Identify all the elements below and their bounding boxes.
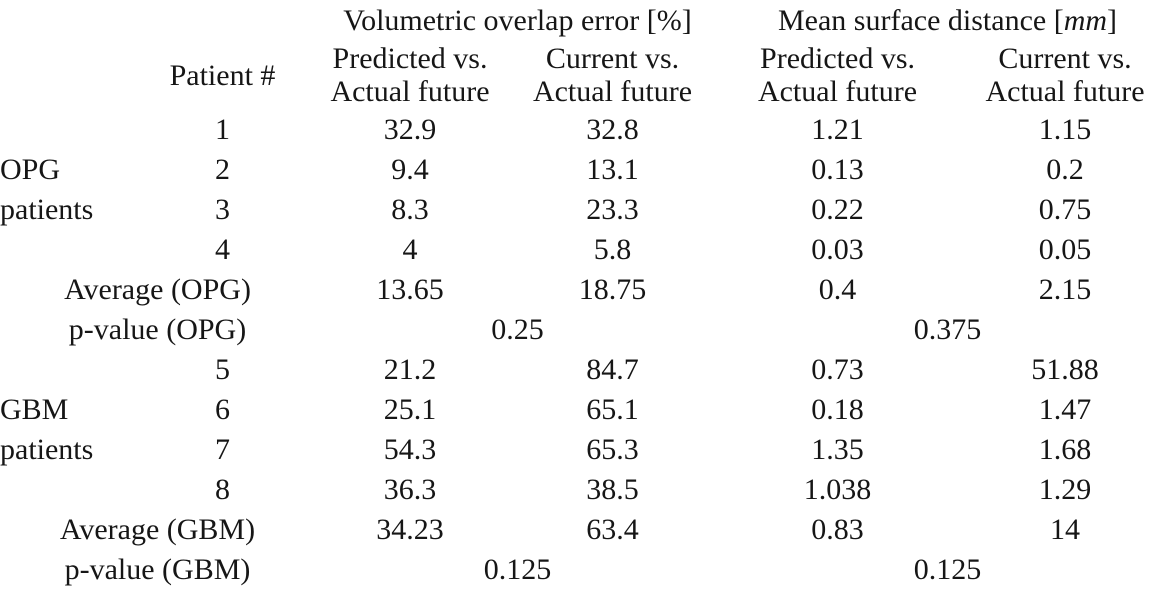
average-row: Average (GBM) 34.23 63.4 0.83 14	[0, 510, 1175, 550]
msd-unit-label: mm	[1063, 4, 1108, 37]
voe-current-header-line2: Actual future	[532, 75, 693, 108]
voe-current-value: 5.8	[593, 233, 632, 266]
voe-current-average: 18.75	[578, 273, 647, 306]
msd-current-value: 0.05	[1038, 233, 1092, 266]
msd-pvalue: 0.375	[913, 313, 982, 346]
voe-current-value: 13.1	[586, 153, 639, 186]
msd-predicted-value: 1.21	[811, 113, 864, 146]
msd-predicted-column-header: Predicted vs. Actual future	[720, 40, 955, 110]
patient-number: 3	[215, 193, 230, 226]
msd-predicted-value: 0.73	[811, 353, 864, 386]
msd-current-value: 1.15	[1038, 113, 1092, 146]
msd-group-header-suffix: ]	[1107, 4, 1118, 37]
voe-current-average: 63.4	[586, 513, 639, 546]
voe-predicted-column-header: Predicted vs. Actual future	[315, 40, 505, 110]
opg-group-label-line2: patients	[0, 193, 94, 226]
msd-current-value: 1.47	[1038, 393, 1092, 426]
voe-current-value: 65.1	[586, 393, 639, 426]
msd-current-value: 51.88	[1031, 353, 1099, 386]
msd-predicted-header-line2: Actual future	[757, 75, 918, 108]
voe-predicted-value: 32.9	[383, 113, 437, 146]
voe-current-value: 84.7	[586, 353, 639, 386]
patient-row: 3 8.3 23.3 0.22 0.75	[0, 190, 1175, 230]
patient-number: 6	[215, 393, 230, 426]
msd-group-header-prefix: Mean surface distance [	[778, 4, 1064, 37]
patient-column-header: Patient #	[169, 58, 276, 92]
average-row: Average (OPG) 13.65 18.75 0.4 2.15	[0, 270, 1175, 310]
msd-current-value: 0.75	[1038, 193, 1092, 226]
pvalue-row: p-value (OPG) 0.25 0.375	[0, 310, 1175, 350]
msd-predicted-value: 0.03	[811, 233, 864, 266]
patient-number: 2	[215, 153, 230, 186]
voe-predicted-value: 25.1	[383, 393, 437, 426]
patient-number: 5	[215, 353, 230, 386]
msd-current-average: 14	[1050, 513, 1081, 546]
msd-current-average: 2.15	[1038, 273, 1092, 306]
column-subheader-row: Patient # Predicted vs. Actual future Cu…	[0, 40, 1175, 110]
voe-predicted-value: 4	[402, 233, 418, 266]
gbm-group-label-line2: patients	[0, 433, 94, 466]
msd-current-header-line2: Actual future	[985, 75, 1145, 108]
msd-current-column-header: Current vs. Actual future	[955, 40, 1175, 110]
patient-row: GBM patients 5 21.2 84.7 0.73 51.88	[0, 350, 1175, 466]
voe-current-value: 65.3	[586, 433, 639, 466]
voe-predicted-value: 9.4	[391, 153, 429, 186]
opg-group-label-line1: OPG	[0, 153, 61, 186]
opg-pvalue-label: p-value (OPG)	[68, 313, 247, 346]
voe-predicted-value: 8.3	[391, 193, 429, 226]
msd-predicted-value: 1.038	[803, 473, 872, 506]
voe-group-header: Volumetric overlap error [%]	[315, 2, 720, 40]
msd-current-value: 1.68	[1038, 433, 1092, 466]
voe-predicted-average: 13.65	[376, 273, 444, 306]
msd-group-header: Mean surface distance [mm]	[720, 2, 1175, 40]
voe-current-value: 38.5	[586, 473, 639, 506]
msd-predicted-value: 0.18	[811, 393, 864, 426]
msd-predicted-value: 1.35	[811, 433, 864, 466]
gbm-average-label: Average (GBM)	[59, 513, 256, 546]
voe-pvalue: 0.125	[483, 553, 552, 586]
patient-row: 2 9.4 13.1 0.13 0.2	[0, 150, 1175, 190]
msd-predicted-average: 0.83	[811, 513, 864, 546]
opg-group-label: OPG patients	[0, 110, 130, 270]
msd-predicted-value: 0.22	[811, 193, 864, 226]
metric-group-header-row: Volumetric overlap error [%] Mean surfac…	[0, 2, 1175, 40]
voe-current-column-header: Current vs. Actual future	[505, 40, 720, 110]
patient-number: 4	[215, 233, 230, 266]
voe-group-header-label: Volumetric overlap error [%]	[343, 4, 692, 37]
msd-current-value: 0.2	[1046, 153, 1084, 186]
empty-cell	[130, 2, 315, 40]
gbm-group-label: GBM patients	[0, 350, 130, 510]
msd-current-header-line1: Current vs.	[998, 42, 1132, 75]
patient-number: 1	[215, 113, 230, 146]
patient-row: 8 36.3 38.5 1.038 1.29	[0, 470, 1175, 510]
pvalue-row: p-value (GBM) 0.125 0.125	[0, 550, 1175, 590]
voe-current-value: 23.3	[586, 193, 639, 226]
patient-row: 7 54.3 65.3 1.35 1.68	[0, 430, 1175, 470]
empty-cell	[0, 2, 130, 40]
voe-predicted-value: 54.3	[383, 433, 437, 466]
opg-average-label: Average (OPG)	[64, 273, 251, 306]
msd-predicted-value: 0.13	[811, 153, 864, 186]
voe-current-value: 32.8	[586, 113, 639, 146]
voe-predicted-average: 34.23	[376, 513, 444, 546]
voe-predicted-header-line2: Actual future	[330, 75, 490, 108]
patient-number: 7	[215, 433, 230, 466]
patient-number: 8	[215, 473, 230, 506]
patient-row: 6 25.1 65.1 0.18 1.47	[0, 390, 1175, 430]
voe-predicted-value: 36.3	[383, 473, 437, 506]
patient-row: OPG patients 1 32.9 32.8 1.21 1.15	[0, 110, 1175, 226]
voe-current-header-line1: Current vs.	[545, 42, 680, 75]
gbm-group-label-line1: GBM	[0, 393, 69, 426]
msd-predicted-header-line1: Predicted vs.	[760, 42, 915, 75]
voe-predicted-header-line1: Predicted vs.	[332, 42, 488, 75]
msd-predicted-average: 0.4	[818, 273, 857, 306]
msd-pvalue: 0.125	[913, 553, 982, 586]
patient-row: 4 4 5.8 0.03 0.05	[0, 230, 1175, 270]
gbm-pvalue-label: p-value (GBM)	[64, 553, 251, 586]
voe-predicted-value: 21.2	[383, 353, 437, 386]
voe-pvalue: 0.25	[491, 313, 544, 346]
msd-current-value: 1.29	[1038, 473, 1092, 506]
empty-cell	[0, 40, 130, 110]
